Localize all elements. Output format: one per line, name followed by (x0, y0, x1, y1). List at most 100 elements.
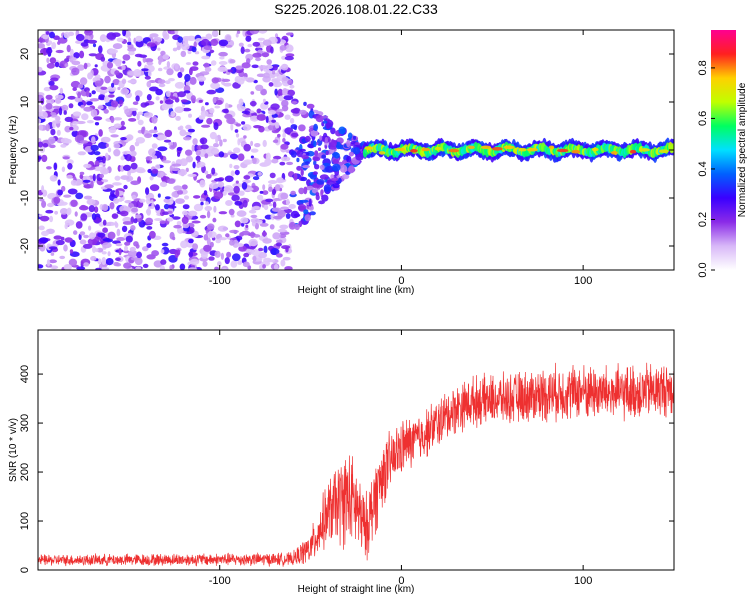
spectrogram-cell (242, 199, 248, 208)
spectrogram-cell (290, 124, 298, 130)
spectrogram-cell (198, 115, 206, 120)
spectrogram-cell (241, 62, 251, 69)
spectrogram-cell (221, 267, 227, 270)
spectrogram-cell (148, 129, 158, 134)
spectrogram-cell (181, 184, 188, 190)
spectrogram-cell (122, 87, 128, 94)
spectrogram-cell (79, 231, 86, 236)
x-tick-label: 0 (398, 275, 404, 287)
spectrogram-cell (254, 222, 259, 230)
spectrogram-cell (203, 45, 213, 50)
spectrogram-cell (127, 250, 138, 258)
spectrogram-cell (101, 251, 107, 255)
spectrogram-cell (138, 198, 146, 203)
spectrogram-cell (192, 61, 199, 66)
spectrogram-cell (41, 185, 45, 193)
spectrogram-cell (243, 175, 251, 180)
spectrogram-cell (208, 230, 213, 238)
spectrogram-cell (201, 38, 210, 47)
spectrogram-cell (218, 211, 228, 215)
spectrogram-cell (241, 222, 245, 227)
spectrogram-cell (151, 168, 159, 174)
spectrogram-cell (77, 91, 81, 99)
spectrogram-cell (319, 164, 325, 170)
y-tick-label: 10 (19, 96, 31, 108)
spectrogram-cell (278, 95, 284, 102)
spectrogram-cell (50, 265, 59, 270)
figure-title: S225.2026.108.01.22.C33 (274, 1, 438, 17)
spectrogram-cell (259, 222, 269, 227)
spectrogram-cell (146, 243, 152, 248)
spectrogram-cell (199, 214, 207, 219)
spectrogram-cell (41, 230, 49, 237)
spectrogram-cell (217, 261, 222, 267)
spectrogram-cell (52, 105, 61, 109)
spectrogram-cell (229, 59, 236, 64)
spectrogram-cell (240, 76, 249, 81)
spectrogram-cell (199, 197, 205, 202)
spectrogram-cell (124, 30, 131, 39)
spectrogram-cell (208, 182, 219, 189)
spectrogram-cell (120, 175, 130, 181)
spectrogram-cell (133, 218, 138, 224)
spectrogram-cell (123, 250, 130, 254)
spectrogram-cell (93, 166, 104, 172)
spectrogram-cell (282, 77, 289, 81)
spectrogram-cell (92, 246, 96, 253)
spectrogram-cell (63, 264, 72, 270)
spectrogram-cell (137, 111, 144, 116)
spectrogram-cell (214, 105, 221, 109)
spectrogram-cell (136, 168, 146, 174)
spectrogram-cell (203, 190, 208, 196)
spectrogram-cell (146, 197, 151, 205)
spectrogram-cell (92, 43, 97, 48)
spectrogram-cell (135, 266, 142, 270)
spectrogram-cell (159, 265, 165, 270)
spectrogram-cell (180, 42, 190, 51)
spectrogram-cell (174, 30, 179, 35)
spectrogram-cell (154, 204, 160, 211)
spectrogram-cell (162, 54, 170, 60)
spectrogram-cell (281, 156, 291, 162)
spectrogram-cell (48, 80, 55, 86)
spectrogram-cell (69, 249, 74, 254)
spectrogram-cell (99, 173, 104, 179)
spectrogram-cell (54, 61, 60, 68)
spectrogram-cell (211, 167, 216, 175)
spectrogram-cell (218, 61, 228, 65)
spectrogram-cell (173, 224, 182, 229)
spectrogram-cell (114, 70, 120, 76)
spectrogram-cell (209, 131, 217, 140)
spectrogram-cell (80, 204, 87, 209)
spectrogram-cell (78, 233, 82, 240)
spectrogram-cell (262, 98, 266, 103)
spectrogram-cell (64, 138, 72, 144)
spectrogram-cell (38, 225, 45, 231)
spectrogram-cell (312, 156, 321, 162)
spectrogram-cell (94, 80, 103, 87)
spectrogram-cell (79, 140, 89, 144)
spectrogram-cell (309, 211, 316, 216)
spectrogram-cell (46, 57, 50, 64)
spectrogram-cell (195, 149, 201, 156)
spectrogram-cell (215, 136, 219, 144)
spectrogram-cell (252, 52, 262, 58)
spectrogram-cell (167, 210, 173, 214)
spectrogram-cell (85, 90, 90, 98)
spectrogram-cell (285, 213, 291, 219)
spectrogram-cell (316, 179, 325, 185)
spectrogram-cell (45, 94, 53, 100)
spectrogram-cell (448, 148, 460, 153)
spectrogram-cell (90, 256, 97, 261)
spectrogram-cell (157, 79, 166, 84)
spectrogram-cell (161, 242, 169, 247)
spectrogram-cell (165, 80, 171, 85)
spectrogram-cell (104, 95, 110, 103)
spectrogram-cell (237, 105, 247, 112)
spectrogram-cell (87, 39, 98, 44)
spectrogram-cell (214, 266, 219, 270)
spectrogram-cell (272, 201, 277, 209)
spectrogram-cell (304, 214, 311, 222)
spectrogram-cell (355, 154, 364, 161)
spectrogram-cell (243, 159, 253, 165)
